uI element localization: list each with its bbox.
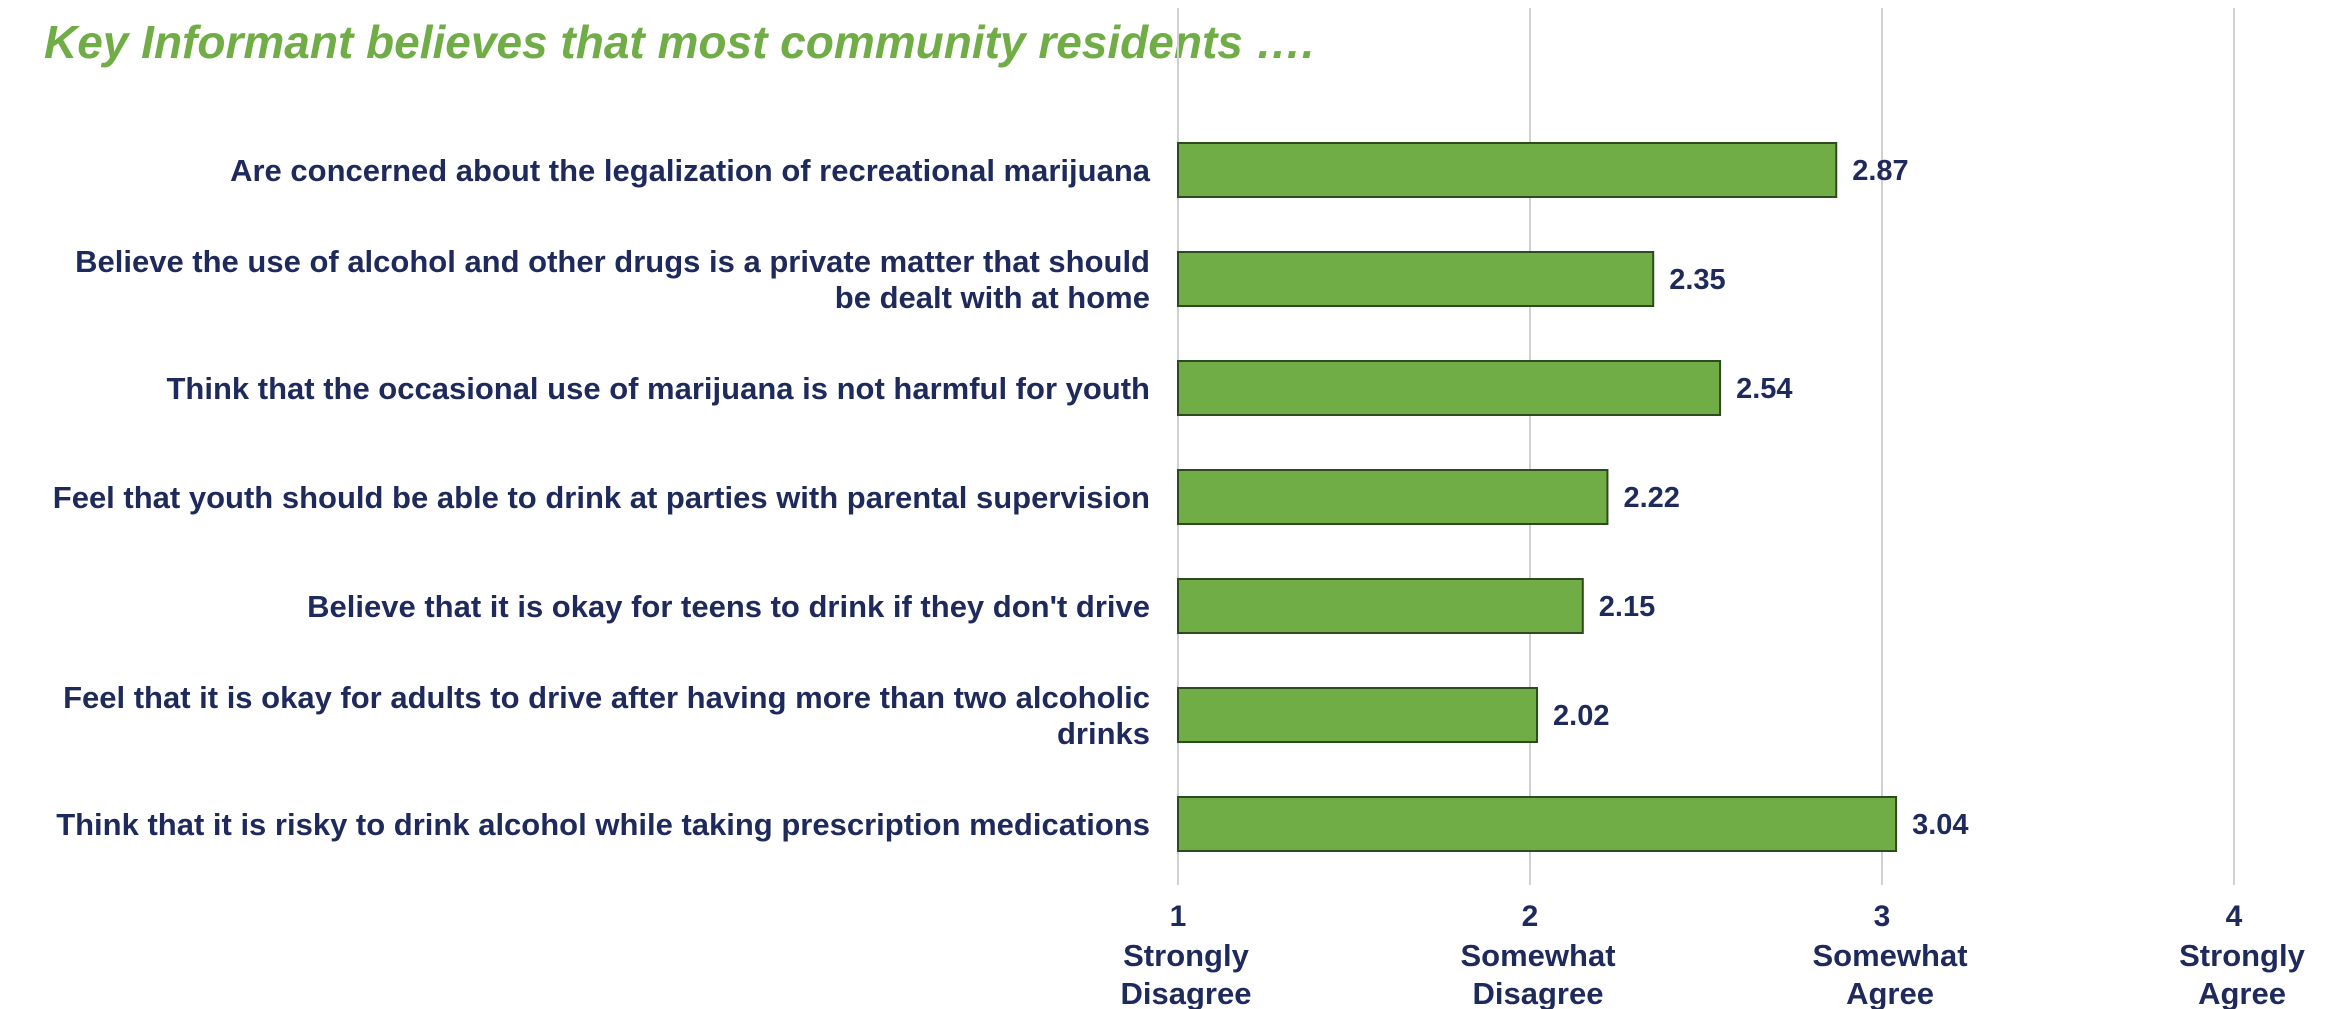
tick-label-line: Agree [1846, 976, 1934, 1009]
value-label-3: 2.54 [1736, 373, 1792, 405]
category-label-1: Are concerned about the legalization of … [230, 153, 1151, 188]
bar-4 [1177, 469, 1609, 525]
tick-label-3: Somewhat Agree [1812, 938, 1967, 1009]
tick-label-line: Disagree [1121, 976, 1252, 1009]
tick-label-line: Strongly [1123, 938, 1249, 973]
value-label-5: 2.15 [1599, 591, 1655, 623]
bar-7 [1177, 796, 1898, 852]
bar-1 [1177, 142, 1838, 198]
tick-label-line: Agree [2198, 976, 2286, 1009]
tick-label-line: Strongly [2179, 938, 2305, 973]
tick-number-3: 3 [1874, 900, 1891, 933]
bar-6 [1177, 687, 1539, 743]
chart-title: Key Informant believes that most communi… [44, 16, 1314, 68]
tick-label-line: Somewhat [1460, 938, 1615, 973]
bars [1177, 142, 1898, 852]
tick-number-2: 2 [1522, 900, 1539, 933]
tick-label-line: Somewhat [1812, 938, 1967, 973]
value-label-4: 2.22 [1623, 482, 1679, 514]
tick-label-1: Strongly Disagree [1121, 938, 1252, 1009]
bar-2 [1177, 251, 1655, 307]
tick-label-line: Disagree [1473, 976, 1604, 1009]
category-label-line: be dealt with at home [835, 280, 1150, 315]
tick-label-2: Somewhat Disagree [1460, 938, 1615, 1009]
value-label-6: 2.02 [1553, 700, 1609, 732]
category-label-6: Feel that it is okay for adults to drive… [63, 680, 1150, 751]
category-label-5: Believe that it is okay for teens to dri… [307, 589, 1150, 624]
bar-5 [1177, 578, 1584, 634]
category-label-line: Feel that it is okay for adults to drive… [63, 680, 1150, 715]
category-label-2: Believe the use of alcohol and other dru… [75, 244, 1150, 315]
value-labels: 2.87 2.35 2.54 2.22 2.15 2.02 3.04 [1553, 155, 1968, 841]
category-label-line: Are concerned about the legalization of … [230, 153, 1151, 188]
tick-label-4: Strongly Agree [2179, 938, 2305, 1009]
category-label-line: drinks [1057, 716, 1150, 751]
category-label-line: Believe that it is okay for teens to dri… [307, 589, 1150, 624]
gridlines [1177, 8, 2235, 885]
bar-3 [1177, 360, 1722, 416]
value-label-1: 2.87 [1852, 155, 1908, 187]
category-label-line: Believe the use of alcohol and other dru… [75, 244, 1150, 279]
category-label-4: Feel that youth should be able to drink … [53, 480, 1150, 515]
category-label-line: Think that it is risky to drink alcohol … [56, 807, 1150, 842]
category-label-7: Think that it is risky to drink alcohol … [56, 807, 1150, 842]
value-label-7: 3.04 [1912, 809, 1968, 841]
category-label-3: Think that the occasional use of marijua… [166, 371, 1150, 406]
category-label-line: Feel that youth should be able to drink … [53, 480, 1150, 515]
category-label-line: Think that the occasional use of marijua… [166, 371, 1150, 406]
tick-number-4: 4 [2226, 900, 2243, 933]
value-label-2: 2.35 [1669, 264, 1725, 296]
tick-number-1: 1 [1170, 900, 1187, 933]
category-labels: Are concerned about the legalization of … [53, 153, 1151, 842]
